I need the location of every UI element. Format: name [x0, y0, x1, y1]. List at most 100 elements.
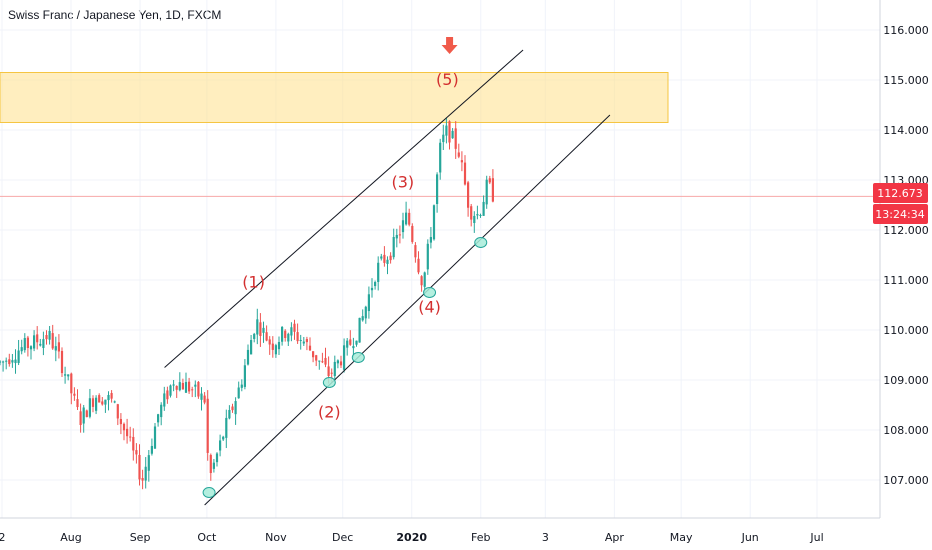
wave-label: (1)	[242, 273, 265, 292]
candle-body	[203, 395, 206, 403]
candle-body	[8, 359, 11, 365]
wave-label: (5)	[436, 70, 459, 89]
candle-body	[36, 334, 39, 343]
candle-body	[129, 436, 132, 438]
candle-body	[370, 287, 374, 291]
candle-body	[45, 335, 48, 340]
candle-body	[364, 306, 367, 319]
candle-body	[246, 349, 250, 365]
time-tick-label: Dec	[332, 531, 353, 544]
price-tick-label: 110.000	[883, 324, 929, 337]
candle-body	[26, 337, 29, 349]
candle-body	[14, 359, 17, 364]
candle-body	[250, 340, 253, 355]
candle-body	[473, 215, 476, 224]
price-axis[interactable]: 107.000 108.000 109.000 110.000 111.000 112.0…	[879, 0, 932, 518]
candle-body	[172, 384, 175, 386]
candle-body	[228, 409, 231, 419]
candle-body	[141, 478, 144, 481]
candle-body	[358, 317, 361, 343]
touch-point-marker	[322, 377, 336, 388]
candle-body	[144, 466, 147, 481]
candle-body	[5, 360, 8, 362]
candle-body	[67, 374, 70, 377]
candle-body	[48, 330, 51, 340]
candle-body	[64, 374, 67, 376]
candle-body	[417, 258, 420, 273]
candle-body	[110, 393, 113, 399]
price-tick-label: 114.000	[883, 124, 929, 137]
candle-body	[389, 255, 392, 261]
candle-body	[253, 333, 256, 339]
candle-body	[302, 341, 305, 344]
candle-body	[181, 382, 184, 390]
time-tick-label: Nov	[265, 531, 287, 544]
candle-body	[287, 333, 290, 342]
candle-body	[82, 407, 85, 424]
candle-body	[343, 345, 346, 370]
candle-body	[135, 450, 138, 455]
candle-body	[352, 346, 355, 349]
wave-label: (3)	[391, 173, 414, 192]
candle-body	[315, 355, 318, 361]
candle-body	[20, 347, 23, 352]
candle-body	[423, 272, 426, 287]
candle-body	[91, 398, 95, 407]
candle-body	[361, 316, 364, 321]
countdown-text: 13:24:34	[875, 208, 924, 221]
time-tick-label: Feb	[471, 531, 490, 544]
candle-body	[104, 399, 107, 405]
candle-body	[101, 401, 104, 405]
candle-body	[448, 121, 451, 143]
candle-body	[305, 339, 308, 343]
candle-body	[491, 178, 494, 202]
candle-body	[39, 343, 42, 346]
candle-body	[184, 382, 188, 393]
candle-body	[339, 361, 343, 366]
candle-body	[401, 220, 405, 233]
candle-body	[212, 462, 215, 469]
candle-body	[240, 384, 243, 388]
candle-body	[336, 360, 339, 364]
candle-body	[367, 294, 370, 312]
candle-body	[482, 201, 485, 216]
candle-body	[467, 182, 470, 208]
candle-body	[439, 142, 442, 173]
candle-body	[284, 330, 287, 338]
time-tick-label: Aug	[60, 531, 81, 544]
candle-body	[209, 454, 212, 474]
channel-trendline	[164, 49, 524, 368]
candle-body	[488, 178, 491, 183]
price-tick-label: 112.000	[883, 224, 929, 237]
candle-body	[150, 445, 153, 454]
candle-body	[442, 134, 445, 143]
candle-body	[11, 360, 14, 363]
candle-body	[426, 243, 429, 270]
candle-body	[197, 381, 200, 397]
candle-body	[107, 394, 110, 401]
price-axis-bg	[880, 0, 932, 518]
candle-body	[392, 236, 395, 258]
time-tick-label: 2020	[396, 531, 427, 544]
trendlines[interactable]	[164, 49, 611, 506]
candle-body	[380, 256, 383, 259]
candle-body	[243, 365, 246, 387]
time-axis[interactable]: 2 Aug Sep Oct Nov Dec 2020 Feb 3 Apr May Jun Jul	[0, 517, 932, 550]
candle-body	[60, 350, 64, 374]
price-badges: 112.673 13:24:34	[873, 183, 928, 224]
candle-body	[0, 361, 2, 363]
candle-body	[281, 326, 284, 342]
candlesticks	[0, 117, 494, 490]
candle-body	[237, 387, 240, 399]
candle-body	[23, 338, 26, 351]
candle-body	[17, 350, 20, 363]
candle-body	[234, 401, 237, 415]
time-tick-label: Jul	[809, 531, 823, 544]
candle-body	[395, 234, 398, 239]
candle-body	[119, 418, 122, 425]
time-tick-label: Sep	[130, 531, 151, 544]
candle-body	[88, 398, 91, 417]
touch-point-marker	[202, 487, 216, 498]
candle-body	[33, 335, 36, 349]
